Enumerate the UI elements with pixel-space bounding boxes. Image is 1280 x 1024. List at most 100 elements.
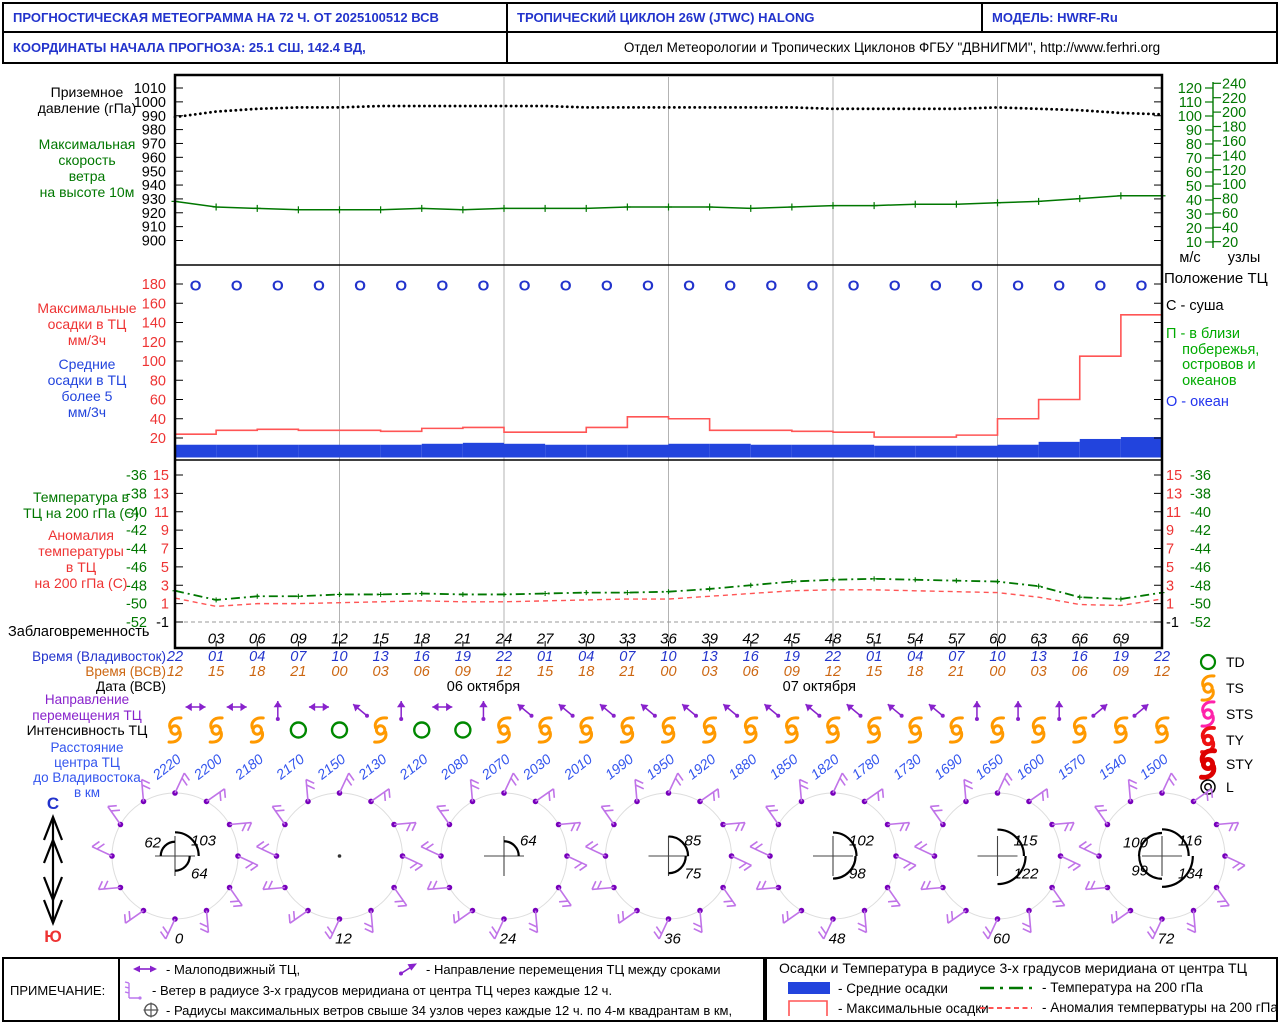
- coordinates-text: КООРДИНАТЫ НАЧАЛА ПРОГНОЗА: 25.1 СШ, 142…: [13, 40, 366, 55]
- chart-text: 1880: [725, 751, 760, 783]
- chart-text: STS: [1226, 706, 1253, 722]
- note-direction: - Направление перемещения ТЦ между срока…: [396, 961, 720, 977]
- chart-text: О: [313, 277, 325, 294]
- cyclone-symbol: [537, 716, 553, 744]
- chart-text: О: [395, 277, 407, 294]
- chart-text: 1540: [1095, 751, 1130, 783]
- tc-position-legend-title: Положение ТЦ: [1164, 270, 1268, 287]
- chart-text: 15: [1166, 468, 1182, 484]
- cyclone-symbol: [948, 716, 964, 744]
- chart-text: 10: [660, 649, 676, 665]
- chart-text: 22: [1153, 649, 1170, 665]
- chart-text: 7: [161, 542, 169, 558]
- chart-text: -46: [1190, 560, 1211, 576]
- chart-text: 30: [578, 630, 595, 647]
- organization-text: Отдел Метеорологии и Тропических Циклоно…: [623, 40, 1161, 55]
- chart-text: -36: [1190, 468, 1211, 484]
- chart-text: 04: [907, 649, 923, 665]
- chart-text: 21: [618, 664, 635, 680]
- chart-text: 80: [150, 373, 166, 389]
- chart-text: О: [436, 277, 448, 294]
- chart-text: 57: [948, 630, 965, 647]
- chart-text: 1000: [134, 95, 166, 111]
- chart-text: 12: [1154, 664, 1170, 680]
- chart-text: О: [807, 277, 819, 294]
- chart-text: 13: [702, 649, 718, 665]
- chart-text: 80: [1222, 192, 1238, 208]
- lead-time-label: Заблаговременность: [8, 624, 150, 640]
- movement-row-label: Направление перемещения ТЦ: [32, 692, 142, 723]
- chart-text: 1850: [766, 751, 801, 783]
- chart-text: 60: [1222, 206, 1238, 222]
- note-wind-barb-text: - Ветер в радиусе 3-х градусов меридиана…: [152, 982, 613, 998]
- cyclone-symbol: [784, 716, 800, 744]
- chart-text: -1: [156, 615, 169, 631]
- organization-line: Отдел Метеорологии и Тропических Циклоно…: [506, 31, 1278, 64]
- cyclone-symbol: [167, 716, 183, 744]
- chart-text: 27: [536, 630, 554, 647]
- chart-text: 100: [1178, 109, 1202, 125]
- note-stationary: - Малоподвижный ТЦ,: [130, 961, 300, 977]
- cyclone-symbol: [702, 716, 718, 744]
- chart-text: 100: [142, 354, 166, 370]
- chart-text: 100: [1123, 834, 1149, 851]
- chart-text: 160: [142, 296, 166, 312]
- chart-text: 2150: [313, 751, 348, 784]
- chart-text: 06: [1072, 664, 1089, 680]
- chart-text: 39: [701, 630, 718, 647]
- model-label-text: МОДЕЛЬ: HWRF-Ru: [992, 10, 1118, 25]
- chart-text: 13: [1031, 649, 1047, 665]
- chart-text: 140: [1222, 148, 1246, 164]
- chart-text: 70: [1186, 151, 1202, 167]
- chart-text: О: [642, 277, 654, 294]
- chart-text: 2200: [190, 751, 225, 784]
- chart-text: 10: [331, 649, 347, 665]
- chart-text: -40: [126, 505, 147, 521]
- intensity-row-label: Интенсивность ТЦ: [26, 722, 148, 738]
- chart-text: 7: [1166, 542, 1174, 558]
- chart-text: 16: [1072, 649, 1089, 665]
- chart-text: 2010: [560, 751, 595, 784]
- chart-text: TS: [1226, 680, 1244, 696]
- chart-text: 990: [142, 109, 166, 125]
- chart-text: О: [478, 277, 490, 294]
- chart-text: -50: [126, 597, 147, 613]
- chart-text: 63: [1030, 630, 1047, 647]
- chart-text: 900: [142, 234, 166, 250]
- chart-text: 120: [1178, 81, 1202, 97]
- cyclone-symbol: [866, 716, 882, 744]
- chart-text: 04: [578, 649, 594, 665]
- chart-text: 40: [1186, 193, 1202, 209]
- chart-text: 18: [249, 664, 265, 680]
- chart-text: 06: [414, 664, 431, 680]
- chart-text: 42: [742, 630, 759, 647]
- chart-text: -38: [1190, 486, 1211, 502]
- utc-time-label: Время (ВСВ): [85, 664, 166, 679]
- chart-text: О: [354, 277, 366, 294]
- chart-text: 180: [142, 277, 166, 293]
- chart-text: 970: [142, 137, 166, 153]
- chart-text: 22: [495, 649, 512, 665]
- cyclone-symbol: [990, 716, 1005, 744]
- tc-position-coast: П - в близи побережья, островов и океано…: [1166, 326, 1260, 389]
- precip-temp-legend-title: Осадки и Температура в радиусе 3-х граду…: [779, 960, 1247, 976]
- chart-text: -52: [126, 615, 147, 631]
- chart-text: 3: [1166, 578, 1174, 594]
- chart-text: 180: [1222, 120, 1246, 136]
- chart-text: 13: [1166, 486, 1182, 502]
- chart-text: 64: [520, 832, 537, 849]
- anomaly200-swatch: [980, 1007, 1032, 1009]
- chart-text: 1730: [890, 751, 925, 783]
- chart-text: 62: [144, 834, 161, 851]
- double-arrow-icon: [133, 965, 157, 973]
- chart-text: 45: [784, 630, 801, 647]
- chart-text: 07: [619, 649, 636, 665]
- chart-text: 18: [413, 630, 430, 647]
- chart-text: 60: [993, 930, 1010, 947]
- chart-text: 12: [496, 664, 512, 680]
- note-max-wind-radii-text: - Радиусы максимальных ветров свыше 34 у…: [166, 1002, 733, 1018]
- chart-text: 01: [537, 649, 553, 665]
- mean-precip-swatch: [788, 982, 830, 994]
- chart-text: 2220: [149, 751, 184, 784]
